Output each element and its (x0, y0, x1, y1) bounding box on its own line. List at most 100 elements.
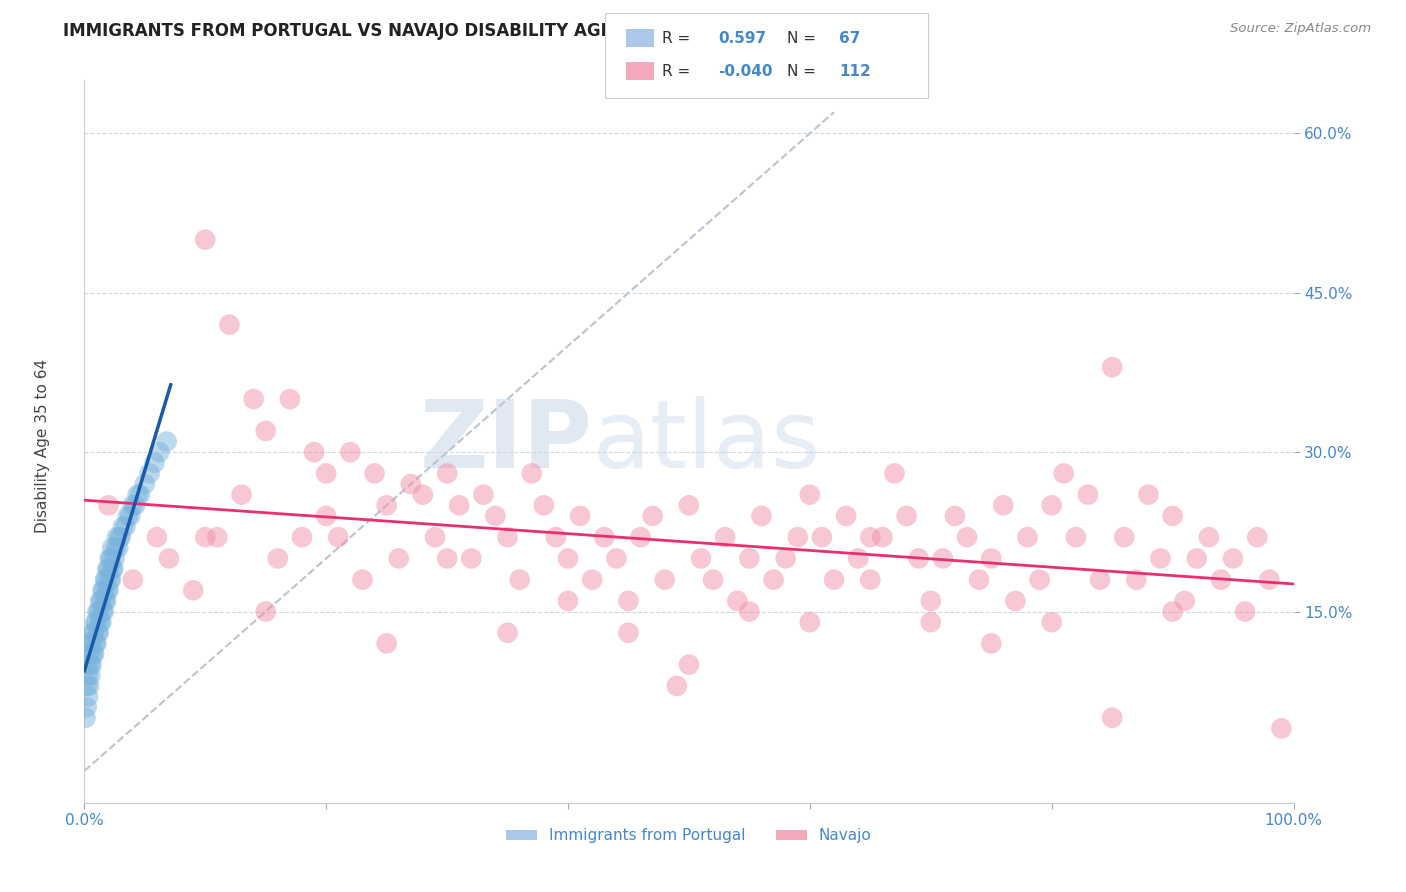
Point (87, 625, 110, 640)
Point (143, 456, 166, 470)
Point (1209, 573, 1232, 587)
Text: IMMIGRANTS FROM PORTUGAL VS NAVAJO DISABILITY AGE 35 TO 64 CORRELATION CHART: IMMIGRANTS FROM PORTUGAL VS NAVAJO DISAB… (63, 22, 907, 40)
Point (83, 647, 105, 661)
Point (127, 488, 149, 502)
Point (328, 530, 350, 544)
Point (412, 488, 434, 502)
Point (77, 647, 100, 661)
Point (423, 530, 446, 544)
Text: ZIP: ZIP (419, 395, 592, 488)
Text: R =: R = (662, 64, 696, 78)
Point (690, 551, 713, 566)
Point (218, 318, 240, 332)
Point (980, 551, 1002, 566)
Point (79, 636, 101, 650)
Point (1234, 605, 1257, 619)
Point (557, 594, 579, 608)
Point (181, 583, 204, 598)
Point (1114, 530, 1136, 544)
Point (77, 668, 100, 682)
Point (87, 605, 110, 619)
Point (569, 508, 592, 523)
Point (859, 530, 882, 544)
Point (520, 467, 543, 481)
Point (714, 530, 737, 544)
Point (496, 625, 519, 640)
Point (80, 636, 103, 650)
Point (920, 594, 942, 608)
Point (1101, 711, 1123, 725)
Point (835, 508, 858, 523)
Point (799, 615, 821, 630)
Point (97, 583, 120, 598)
Text: Source: ZipAtlas.com: Source: ZipAtlas.com (1230, 22, 1371, 36)
Point (194, 530, 217, 544)
Point (94, 573, 117, 587)
Point (86, 605, 108, 619)
Point (86, 636, 108, 650)
Point (121, 498, 143, 512)
Point (84, 615, 107, 630)
Point (207, 530, 229, 544)
Point (1222, 551, 1244, 566)
Point (114, 519, 136, 533)
Point (654, 573, 676, 587)
Point (449, 498, 471, 512)
Point (112, 519, 135, 533)
Point (90, 594, 112, 608)
Point (1004, 594, 1026, 608)
Point (762, 573, 785, 587)
Point (315, 508, 337, 523)
Point (75, 711, 97, 725)
Point (1053, 467, 1076, 481)
Point (617, 594, 640, 608)
Point (89, 594, 111, 608)
Point (108, 530, 131, 544)
Point (484, 508, 506, 523)
Point (352, 573, 374, 587)
Point (267, 551, 290, 566)
Point (641, 508, 664, 523)
Point (1064, 530, 1087, 544)
Point (104, 541, 127, 555)
Point (593, 530, 616, 544)
Point (907, 551, 929, 566)
Point (725, 594, 748, 608)
Point (120, 508, 142, 523)
Point (278, 392, 301, 406)
Point (83, 625, 105, 640)
Text: -0.040: -0.040 (718, 64, 773, 78)
Point (77, 657, 100, 672)
Point (98, 573, 121, 587)
Point (94, 594, 117, 608)
Point (97, 498, 120, 512)
Point (96, 583, 118, 598)
Point (94, 594, 117, 608)
Text: 0.597: 0.597 (718, 31, 766, 45)
Point (79, 657, 101, 672)
Point (86, 615, 108, 630)
Point (1198, 530, 1220, 544)
Point (786, 530, 808, 544)
Point (738, 605, 761, 619)
Text: 67: 67 (839, 31, 860, 45)
Point (363, 467, 385, 481)
Point (121, 573, 143, 587)
Point (557, 551, 579, 566)
Text: N =: N = (787, 64, 821, 78)
Point (339, 445, 361, 459)
Point (254, 605, 277, 619)
Point (872, 530, 894, 544)
Point (544, 530, 567, 544)
Point (943, 508, 966, 523)
Point (823, 573, 845, 587)
Point (148, 445, 170, 459)
Point (932, 551, 955, 566)
Point (1125, 573, 1147, 587)
Point (1137, 488, 1160, 502)
Point (605, 551, 627, 566)
Point (980, 636, 1002, 650)
Point (76, 679, 98, 693)
Point (956, 530, 979, 544)
Point (678, 657, 700, 672)
